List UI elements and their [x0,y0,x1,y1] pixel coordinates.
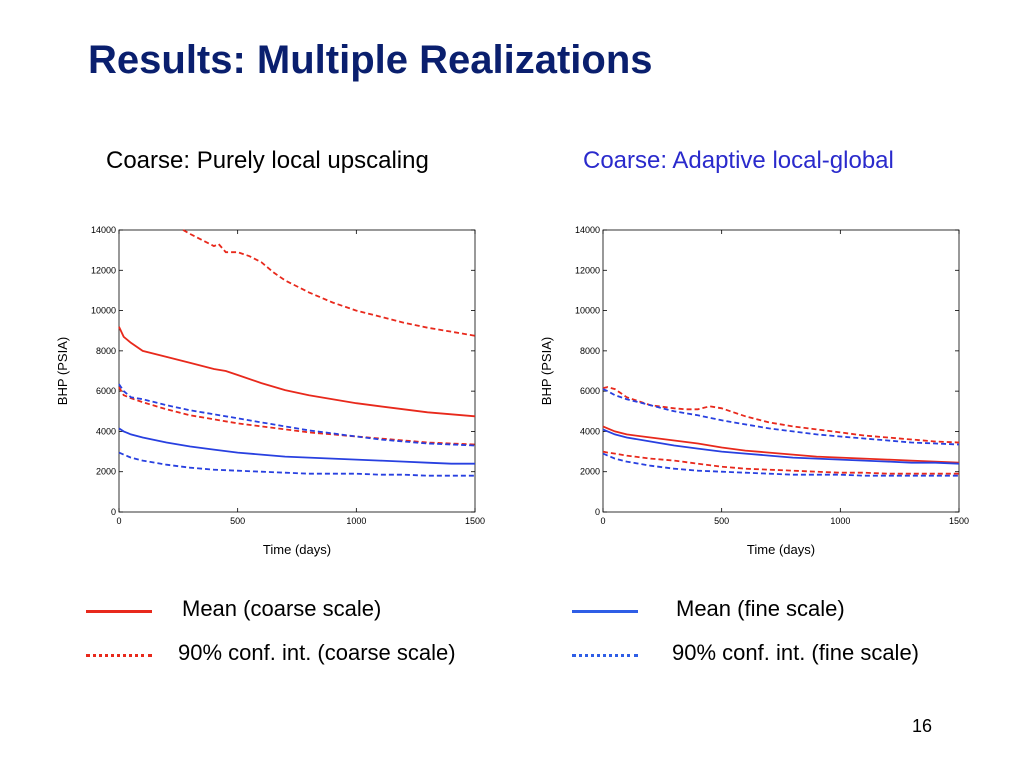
y-tick-label: 0 [595,507,600,517]
x-axis-label: Time (days) [263,542,331,557]
series-line-fine-ci [118,451,475,477]
y-tick-label: 6000 [96,386,116,396]
y-axis-label: BHP (PSIA) [55,337,70,405]
x-tick-label: 1500 [949,516,969,526]
y-tick-label: 10000 [91,306,116,316]
y-tick-label: 2000 [96,467,116,477]
legend-label-ci-coarse: 90% conf. int. (coarse scale) [178,640,456,665]
subtitle-right: Coarse: Adaptive local-global [583,147,894,174]
y-tick-label: 12000 [575,265,600,275]
y-tick-label: 14000 [91,225,116,235]
y-tick-label: 4000 [96,426,116,436]
series-line-fine-mean [602,428,960,465]
series-line-coarse-mean [602,425,960,464]
series-line-fine-ci [602,452,959,477]
page-number: 16 [912,716,933,736]
x-tick-label: 0 [116,516,121,526]
plot-area [118,229,476,513]
legend-label-mean-coarse: Mean (coarse scale) [182,596,382,621]
y-tick-label: 10000 [575,306,600,316]
x-tick-label: 0 [600,516,605,526]
series-line-fine-ci [118,383,476,447]
series-line-coarse-ci [602,386,960,444]
subtitle-left: Coarse: Purely local upscaling [106,147,429,174]
plot-area [602,229,960,513]
y-tick-label: 14000 [575,225,600,235]
chart-adaptive-local-global: 0 500 1000 1500 0 2000 4000 6000 8000 10000 12000 1… [539,225,969,557]
y-tick-label: 8000 [96,346,116,356]
slide-title: Results: Multiple Realizations [88,38,653,82]
y-tick-label: 2000 [580,467,600,477]
y-tick-label: 8000 [580,346,600,356]
x-tick-label: 500 [714,516,729,526]
x-tick-label: 500 [230,516,245,526]
y-tick-label: 0 [111,507,116,517]
y-axis-label: BHP (PSIA) [539,337,554,405]
x-tick-label: 1500 [465,516,485,526]
x-tick-label: 1000 [830,516,850,526]
legend-item-ci-coarse: 90% conf. int. (coarse scale) [86,640,526,670]
x-tick-label: 1000 [346,516,366,526]
legend-label-ci-fine: 90% conf. int. (fine scale) [672,640,920,665]
legend-item-mean-fine: Mean (fine scale) [572,596,992,626]
legend-item-mean-coarse: Mean (coarse scale) [86,596,506,626]
y-tick-label: 6000 [580,386,600,396]
legend-swatch-ci-fine [572,654,638,657]
series-line-coarse-mean [118,326,476,418]
chart-purely-local: 0 500 1000 1500 0 2000 4000 6000 8000 10000 12000 1… [55,225,485,557]
x-axis-label: Time (days) [747,542,815,557]
series-line-coarse-ci [118,386,476,446]
legend-swatch-mean-coarse [86,610,152,613]
series-line-fine-mean [118,427,475,465]
legend-swatch-ci-coarse [86,654,152,657]
y-tick-label: 4000 [580,426,600,436]
legend-item-ci-fine: 90% conf. int. (fine scale) [572,640,1012,670]
series-line-coarse-ci [602,450,959,475]
y-tick-label: 12000 [91,265,116,275]
series-line-coarse-ci [182,229,476,337]
legend-swatch-mean-fine [572,610,638,613]
legend-label-mean-fine: Mean (fine scale) [676,596,845,621]
